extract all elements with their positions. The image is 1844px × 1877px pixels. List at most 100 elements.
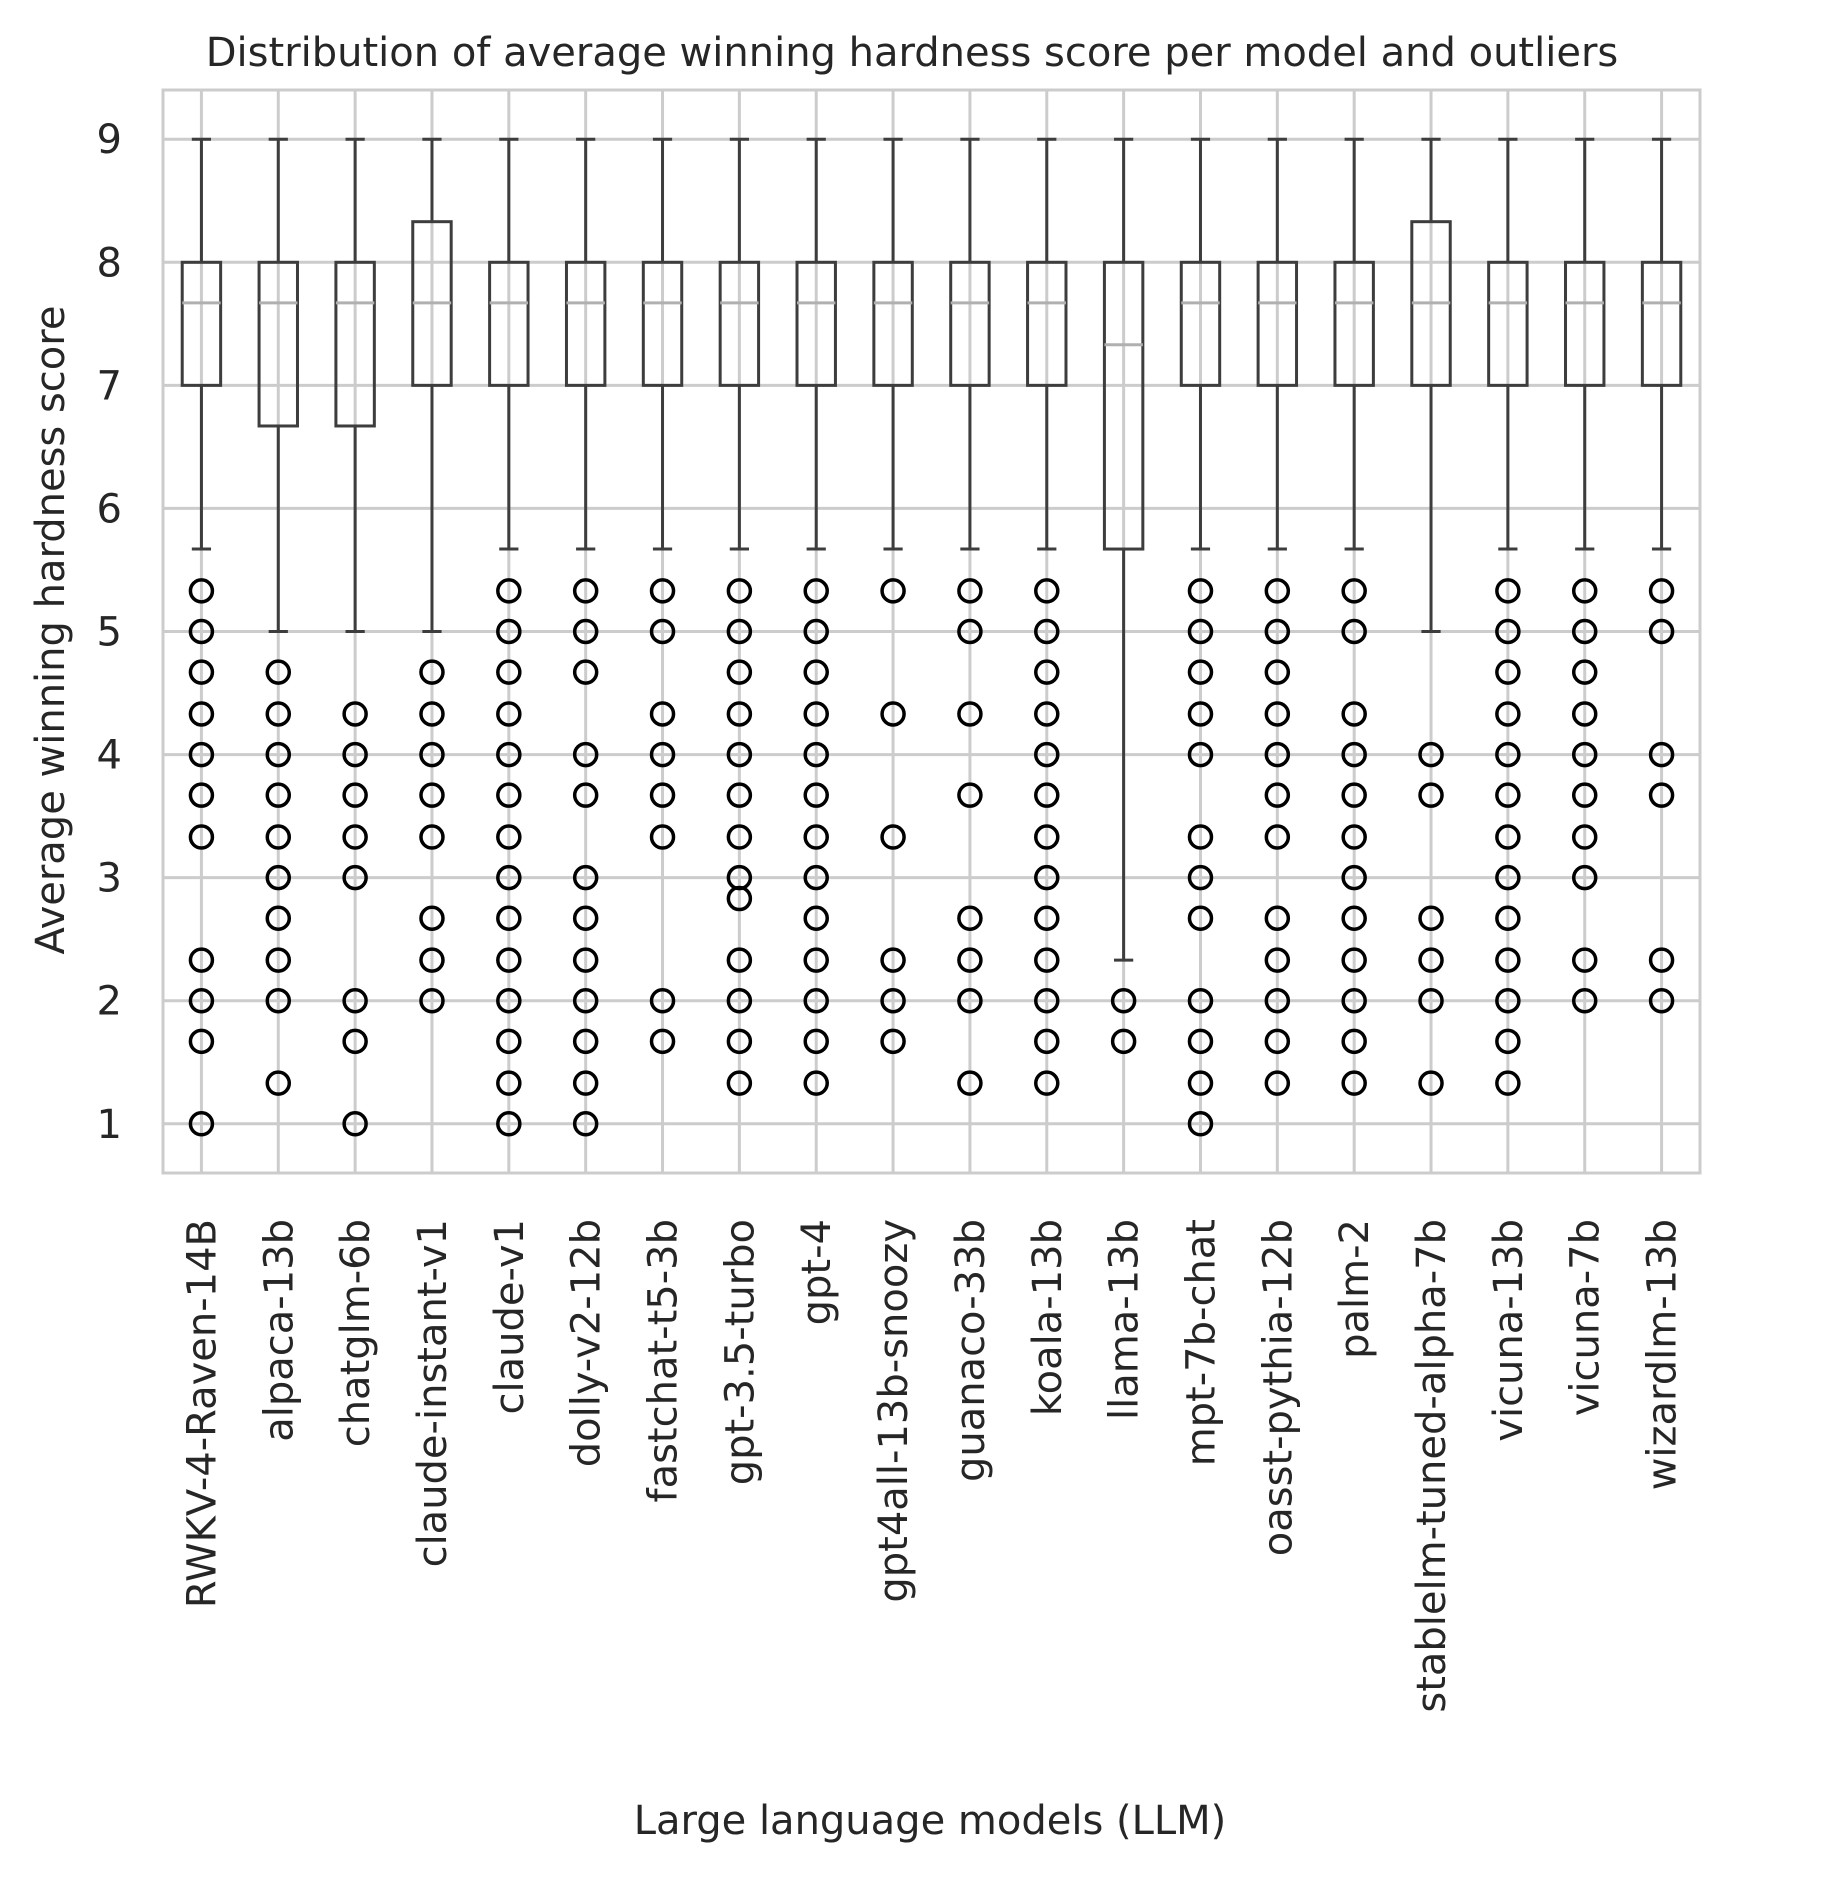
outlier-point	[419, 701, 445, 727]
outlier-point	[803, 905, 829, 931]
outlier-point	[1264, 947, 1291, 973]
iqr-box	[795, 260, 837, 387]
outlier-point	[1034, 741, 1060, 768]
outlier-point	[1341, 905, 1367, 931]
x-tick-label: alpaca-13b	[256, 1219, 302, 1442]
outlier-point	[1418, 741, 1444, 768]
outlier-point	[496, 987, 522, 1014]
outlier-point	[1341, 947, 1367, 973]
outlier-point	[496, 1028, 522, 1055]
outlier-point	[342, 782, 368, 808]
outliers	[188, 578, 1675, 1137]
outlier-point	[1187, 741, 1214, 768]
outlier-point	[649, 578, 676, 604]
iqr-box	[1487, 260, 1529, 387]
iqr-box	[1333, 260, 1375, 387]
outlier-point	[188, 1111, 215, 1137]
outlier-point	[496, 618, 522, 645]
outlier-point	[1648, 578, 1675, 604]
outlier-point	[496, 1070, 522, 1096]
outlier-point	[419, 782, 445, 808]
outlier-point	[1034, 947, 1060, 973]
outlier-point	[188, 824, 215, 850]
outlier-point	[803, 987, 829, 1014]
outlier-point	[726, 782, 753, 808]
outlier-point	[957, 782, 983, 808]
y-tick-label: 2	[97, 979, 122, 1025]
outlier-point	[188, 782, 215, 808]
x-tick-label: gpt-4	[794, 1219, 840, 1325]
x-tick-label: claude-instant-v1	[410, 1219, 456, 1567]
outlier-point	[803, 1028, 829, 1055]
outlier-point	[1495, 659, 1521, 685]
outlier-point	[803, 864, 829, 891]
outlier-point	[1034, 864, 1060, 891]
outlier-point	[957, 618, 983, 645]
outlier-point	[1034, 618, 1060, 645]
x-tick-label: vicuna-13b	[1486, 1219, 1532, 1442]
x-tick-label: chatglm-6b	[333, 1219, 379, 1447]
outlier-point	[1495, 782, 1521, 808]
outlier-point	[342, 1111, 368, 1137]
iqr-box	[1102, 260, 1145, 551]
outlier-point	[726, 885, 753, 912]
outlier-point	[1187, 1070, 1214, 1096]
iqr-box	[718, 260, 761, 387]
x-tick-labels: RWKV-4-Raven-14B alpaca-13b chatglm-6b clau…	[179, 1219, 1685, 1713]
outlier-point	[1264, 905, 1291, 931]
outlier-point	[1034, 905, 1060, 931]
y-tick-label: 4	[97, 733, 122, 779]
outlier-point	[188, 1028, 215, 1055]
outlier-point	[1418, 782, 1444, 808]
outlier-point	[496, 905, 522, 931]
iqr-box	[488, 260, 530, 387]
outlier-point	[726, 987, 753, 1014]
outlier-point	[572, 987, 599, 1014]
outlier-point	[342, 741, 368, 768]
outlier-point	[803, 578, 829, 604]
outlier-point	[265, 824, 292, 850]
outlier-point	[1034, 1028, 1060, 1055]
x-tick-label: mpt-7b-chat	[1178, 1219, 1224, 1466]
outlier-point	[342, 864, 368, 891]
outlier-point	[265, 1070, 292, 1096]
outlier-point	[649, 741, 676, 768]
outlier-point	[572, 905, 599, 931]
iqr-box	[641, 260, 684, 387]
outlier-point	[1034, 701, 1060, 727]
outlier-point	[496, 782, 522, 808]
outlier-point	[1495, 741, 1521, 768]
outlier-point	[803, 1070, 829, 1096]
outlier-point	[342, 987, 368, 1014]
outlier-point	[572, 1028, 599, 1055]
y-tick-label: 1	[97, 1102, 122, 1148]
iqr-box	[1026, 260, 1068, 387]
outlier-point	[649, 618, 676, 645]
x-tick-label: palm-2	[1332, 1219, 1378, 1359]
outlier-point	[572, 1111, 599, 1137]
outlier-point	[803, 782, 829, 808]
outlier-point	[1034, 824, 1060, 850]
outlier-point	[1187, 578, 1214, 604]
outlier-point	[803, 701, 829, 727]
outlier-point	[265, 987, 292, 1014]
outlier-point	[1495, 578, 1521, 604]
iqr-box	[334, 260, 376, 428]
y-tick-label: 3	[97, 856, 122, 902]
x-tick-label: stablelm-tuned-alpha-7b	[1409, 1219, 1455, 1713]
outlier-point	[572, 1070, 599, 1096]
outlier-point	[1187, 659, 1214, 685]
outlier-point	[265, 659, 292, 685]
outlier-point	[726, 947, 753, 973]
outlier-point	[1418, 905, 1444, 931]
outlier-point	[1264, 1070, 1291, 1096]
outlier-point	[726, 578, 753, 604]
outlier-point	[265, 905, 292, 931]
chart-title: Distribution of average winning hardness…	[206, 30, 1618, 76]
outlier-point	[1495, 905, 1521, 931]
outlier-point	[188, 701, 215, 727]
outlier-point	[496, 741, 522, 768]
outlier-point	[1341, 741, 1367, 768]
